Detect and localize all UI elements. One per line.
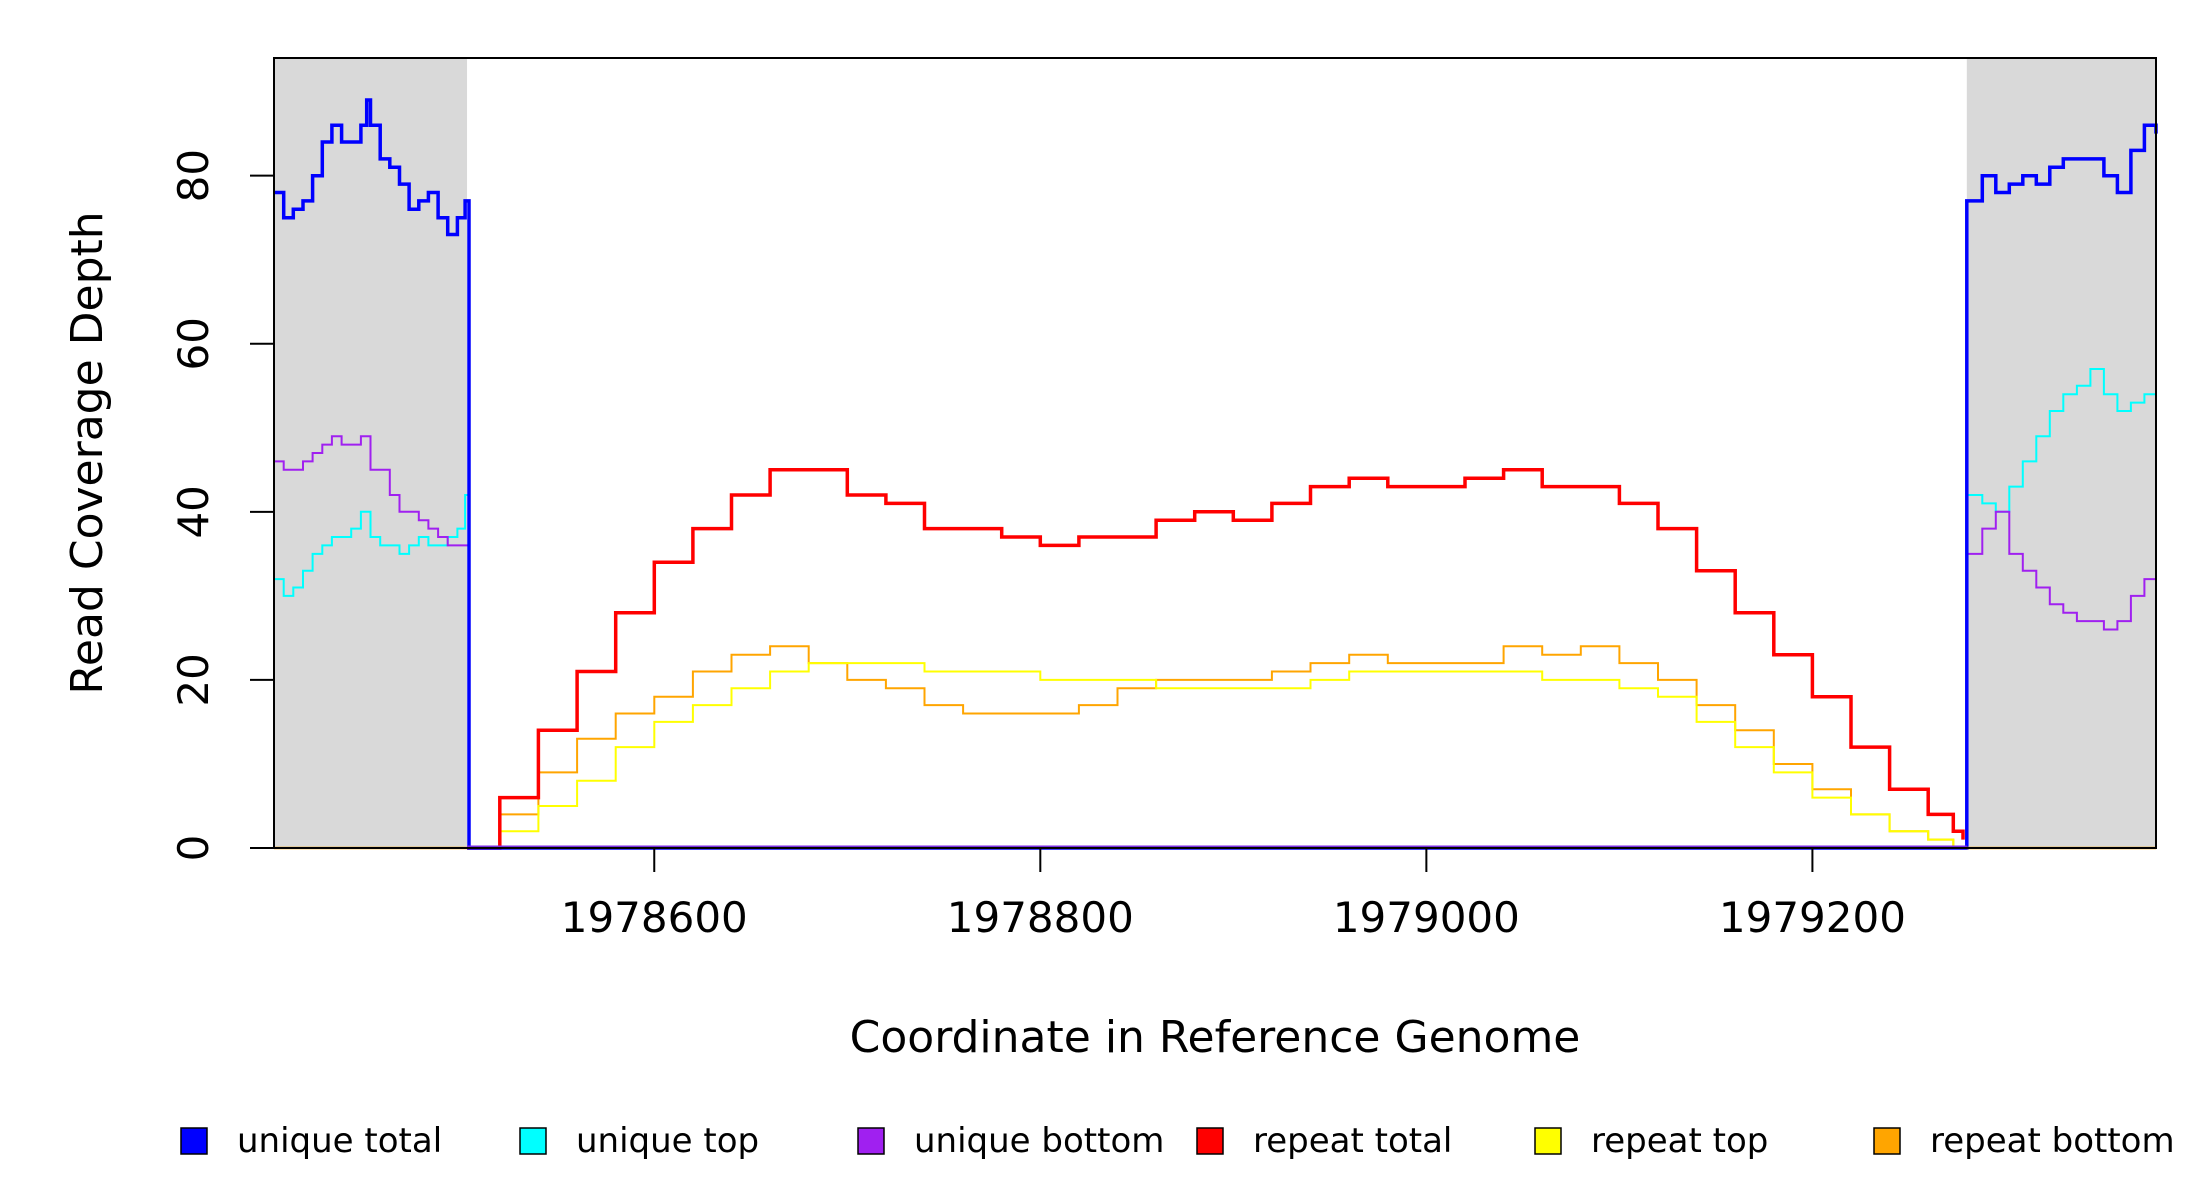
shaded-region-2 bbox=[1966, 58, 2156, 848]
legend-item-repeat-top: repeat top bbox=[1534, 1121, 1768, 1161]
plot-frame bbox=[273, 57, 2157, 849]
y-axis-title: Read Coverage Depth bbox=[62, 211, 113, 694]
legend-item-unique-top: unique top bbox=[519, 1121, 759, 1161]
legend-swatch bbox=[519, 1127, 547, 1155]
x-tick-label: 1979200 bbox=[1719, 893, 1906, 942]
legend-label: unique top bbox=[576, 1121, 759, 1161]
x-tick-label: 1979000 bbox=[1333, 893, 1520, 942]
x-tick-label: 1978800 bbox=[947, 893, 1134, 942]
legend-label: repeat top bbox=[1591, 1121, 1768, 1161]
series-line-repeat-top bbox=[467, 662, 1963, 849]
legend-label: repeat bottom bbox=[1930, 1121, 2175, 1161]
legend-label: unique bottom bbox=[914, 1121, 1164, 1161]
legend-item-repeat-bottom: repeat bottom bbox=[1873, 1121, 2175, 1161]
legend: unique total unique top unique bottom repea… bbox=[180, 1121, 2175, 1161]
series-line-unique-total bbox=[274, 98, 2158, 850]
y-tick-label: 0 bbox=[169, 835, 218, 862]
series-lines bbox=[274, 98, 2158, 850]
shaded-regions bbox=[274, 58, 2156, 848]
legend-item-unique-bottom: unique bottom bbox=[857, 1121, 1164, 1161]
x-tick-label: 1978600 bbox=[561, 893, 748, 942]
series-line-unique-bottom bbox=[274, 435, 2157, 849]
legend-swatch bbox=[180, 1127, 208, 1155]
legend-swatch bbox=[1873, 1127, 1901, 1155]
series-line-repeat-total bbox=[467, 468, 1965, 850]
series-line-repeat-bottom bbox=[467, 645, 1963, 849]
y-axis: 0 20 40 60 80 bbox=[169, 149, 274, 861]
x-axis-title: Coordinate in Reference Genome bbox=[850, 1012, 1581, 1063]
legend-label: repeat total bbox=[1253, 1121, 1452, 1161]
y-tick-label: 80 bbox=[169, 149, 218, 202]
legend-swatch bbox=[1196, 1127, 1224, 1155]
y-tick-label: 20 bbox=[169, 653, 218, 706]
legend-label: unique total bbox=[237, 1121, 442, 1161]
y-tick-label: 60 bbox=[169, 317, 218, 370]
legend-swatch bbox=[1534, 1127, 1562, 1155]
x-axis: 1978600 1978800 1979000 1979200 bbox=[561, 848, 1906, 942]
legend-swatch bbox=[857, 1127, 885, 1155]
series-line-unique-top bbox=[274, 368, 2157, 849]
legend-item-unique-total: unique total bbox=[180, 1121, 442, 1161]
y-tick-label: 40 bbox=[169, 485, 218, 538]
legend-item-repeat-total: repeat total bbox=[1196, 1121, 1452, 1161]
